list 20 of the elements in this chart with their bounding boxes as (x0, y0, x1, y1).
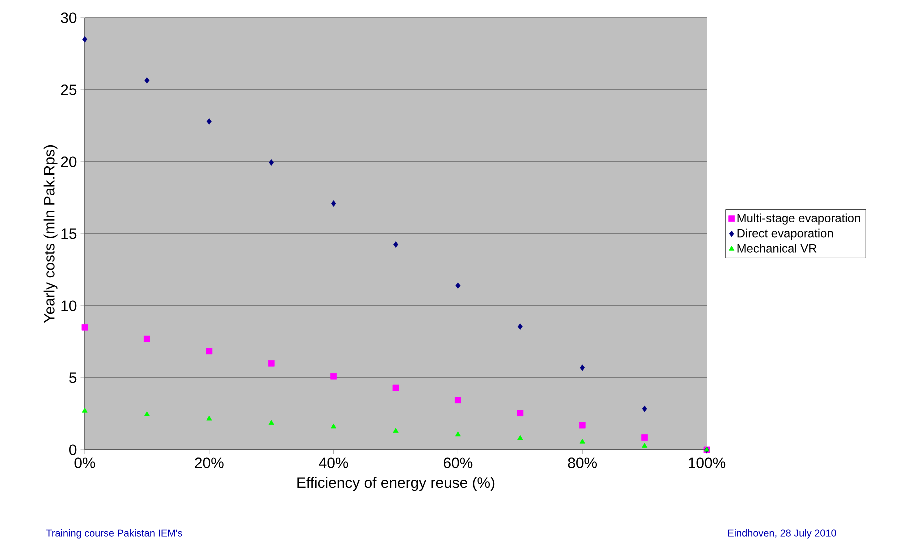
y-tick-label: 20 (61, 156, 77, 168)
y-tick-label: 10 (62, 300, 77, 312)
x-tick-label: 20% (195, 458, 224, 468)
legend-label: Multi-stage evaporation (738, 214, 860, 225)
y-tick-label: 25 (61, 84, 77, 96)
x-tick-label: 40% (319, 458, 348, 468)
legend-label: Mechanical VR (738, 244, 817, 253)
y-tick-label: 15 (62, 228, 77, 240)
y-tick-label: 30 (61, 12, 77, 24)
x-tick-label: 80% (568, 458, 598, 468)
x-tick-label: 60% (444, 458, 473, 468)
y-tick-label: 0 (69, 444, 77, 456)
y-axis-title: Yearly costs (mln Pak.Rps) (44, 146, 58, 324)
text: Eindhoven, 28 July 2010 (728, 530, 836, 539)
x-axis-title: Efficiency of energy reuse (%) (298, 477, 495, 492)
legend-label: Direct evaporation (738, 228, 834, 240)
x-tick-label: 100% (689, 458, 726, 468)
x-tick-label: 0% (74, 458, 96, 468)
y-tick-label: 5 (70, 372, 77, 384)
text: Training course Pakistan IEM's (46, 530, 182, 539)
